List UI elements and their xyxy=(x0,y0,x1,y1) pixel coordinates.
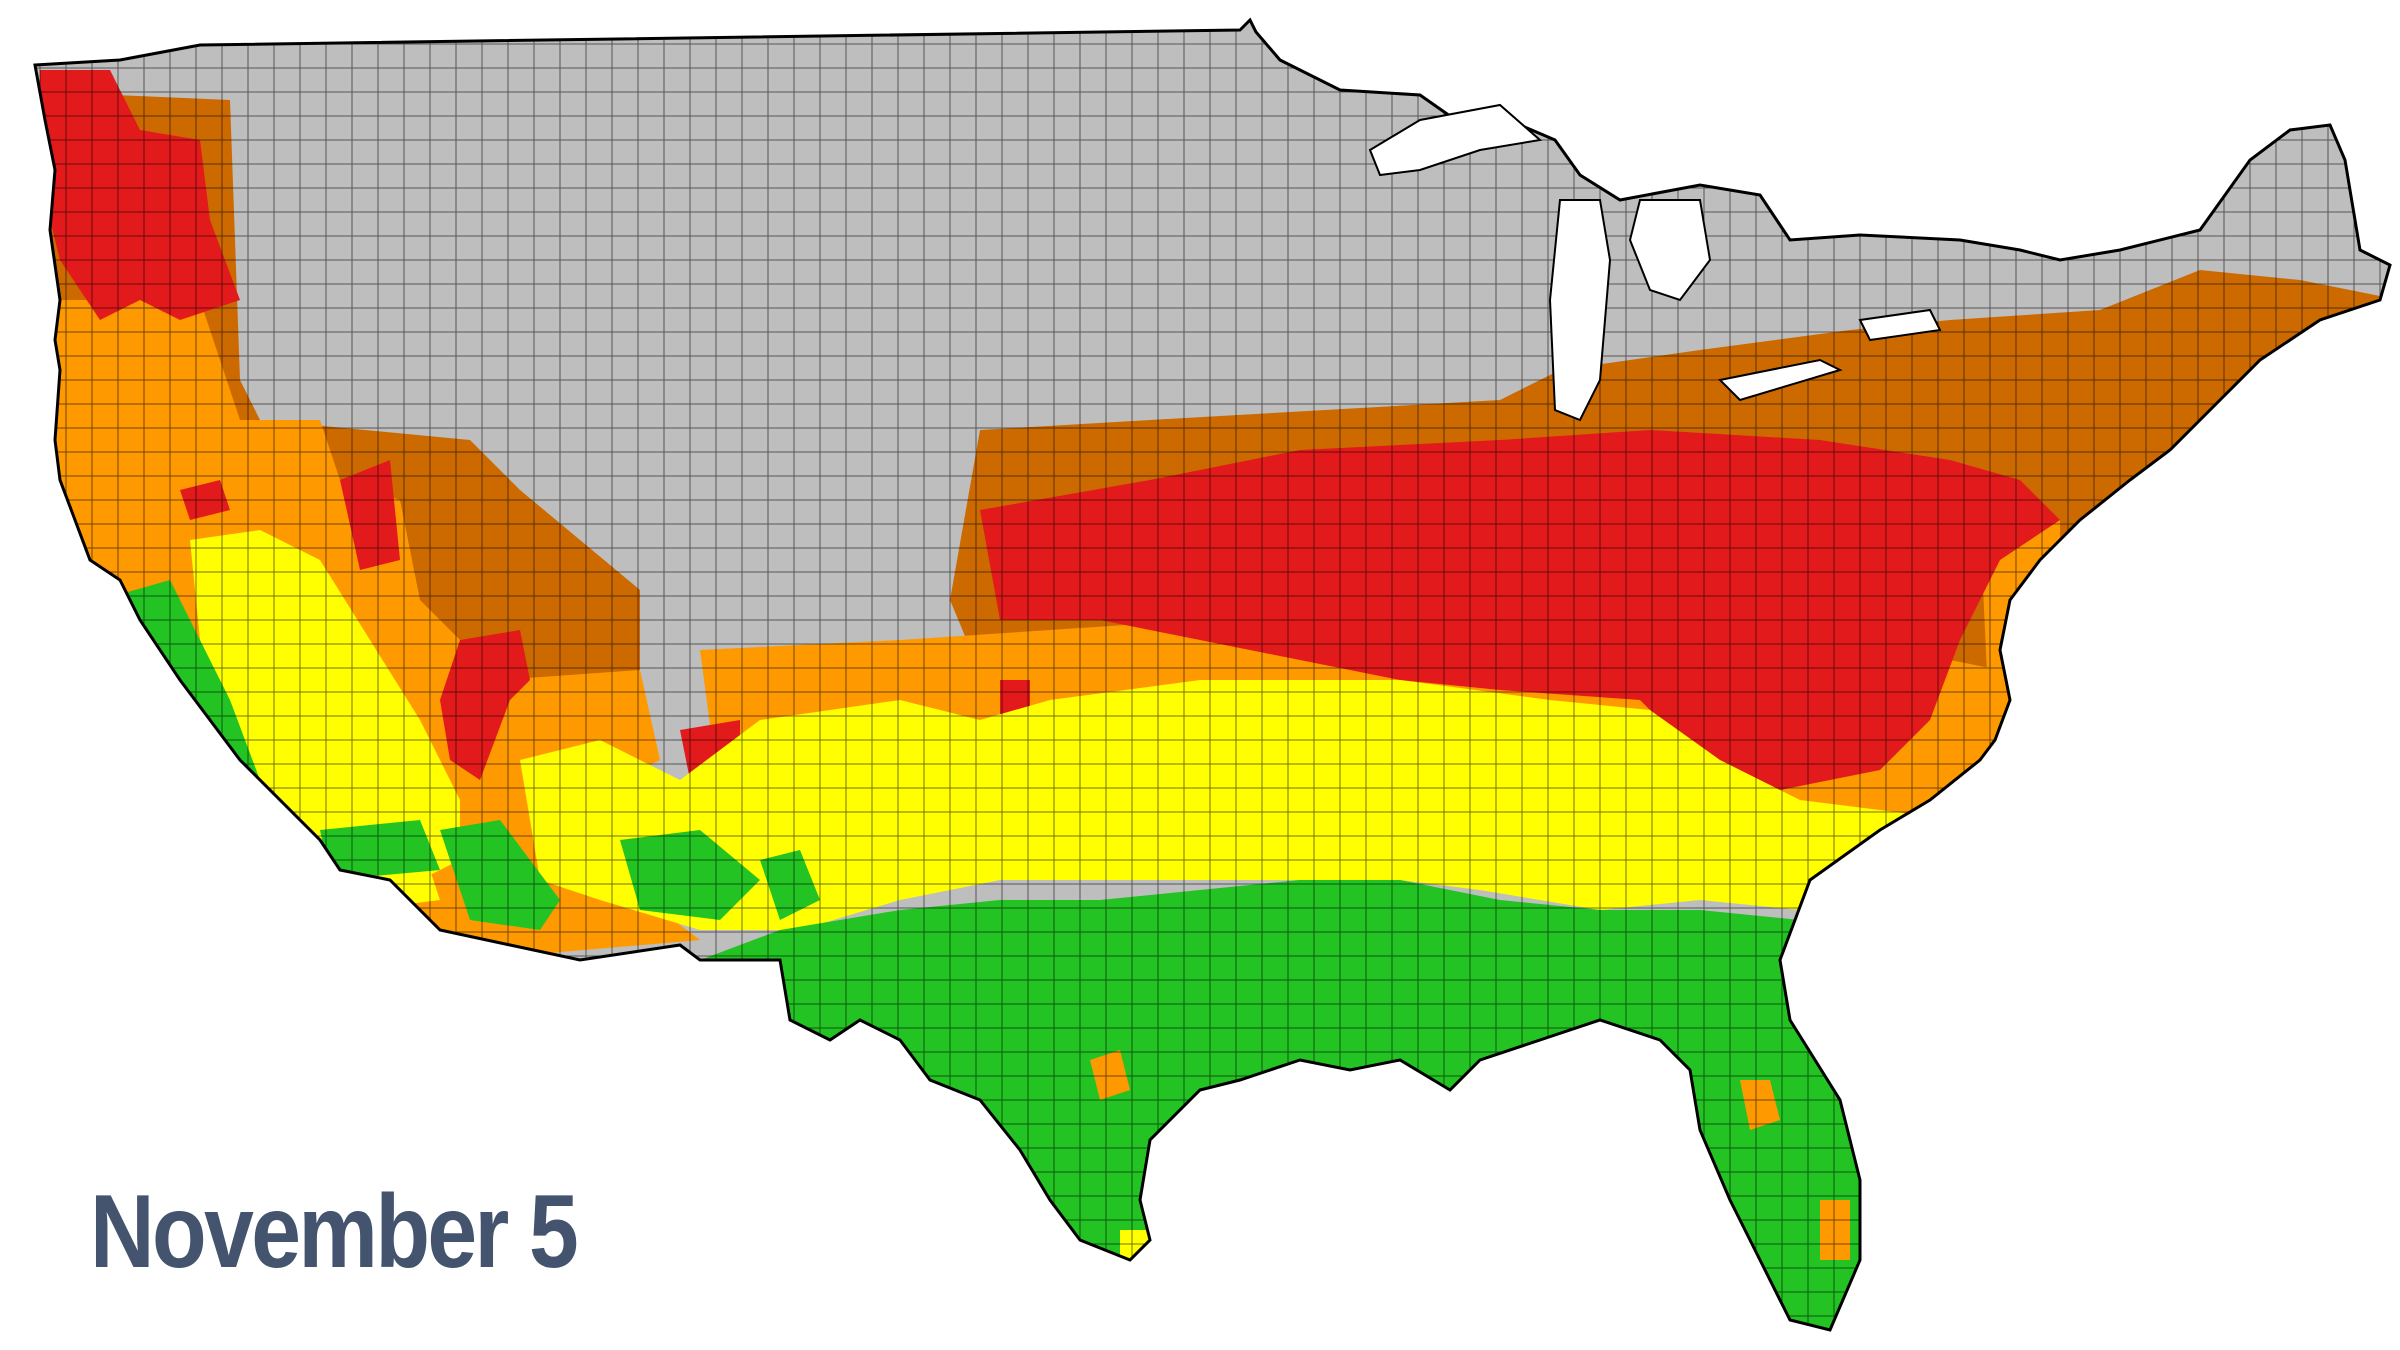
date-label: November 5 xyxy=(90,1174,579,1290)
region-peak-central xyxy=(980,430,2060,790)
us-outline xyxy=(33,17,2392,1332)
great-lakes xyxy=(1368,103,1942,422)
region-minimal-arizona xyxy=(440,820,560,930)
region-near-peak-south-florida xyxy=(1820,1200,1850,1260)
region-peak-nevada xyxy=(340,460,400,570)
region-peak-pacific-northwest xyxy=(40,70,240,320)
region-near-peak-florida xyxy=(1740,1080,1780,1130)
lake-superior xyxy=(1368,103,1543,177)
lake-huron xyxy=(1628,199,1712,302)
region-no-change-minnesota xyxy=(1230,150,1250,170)
region-partial-california xyxy=(190,530,460,880)
region-minimal-south xyxy=(700,880,2000,1330)
region-near-peak-central-texas xyxy=(1090,1050,1130,1100)
lake-ontario xyxy=(1858,308,1942,342)
region-minimal-socal xyxy=(320,820,440,880)
lake-erie xyxy=(1717,358,1843,402)
lake-michigan xyxy=(1548,199,1612,422)
region-minimal-west-texas xyxy=(760,850,820,920)
